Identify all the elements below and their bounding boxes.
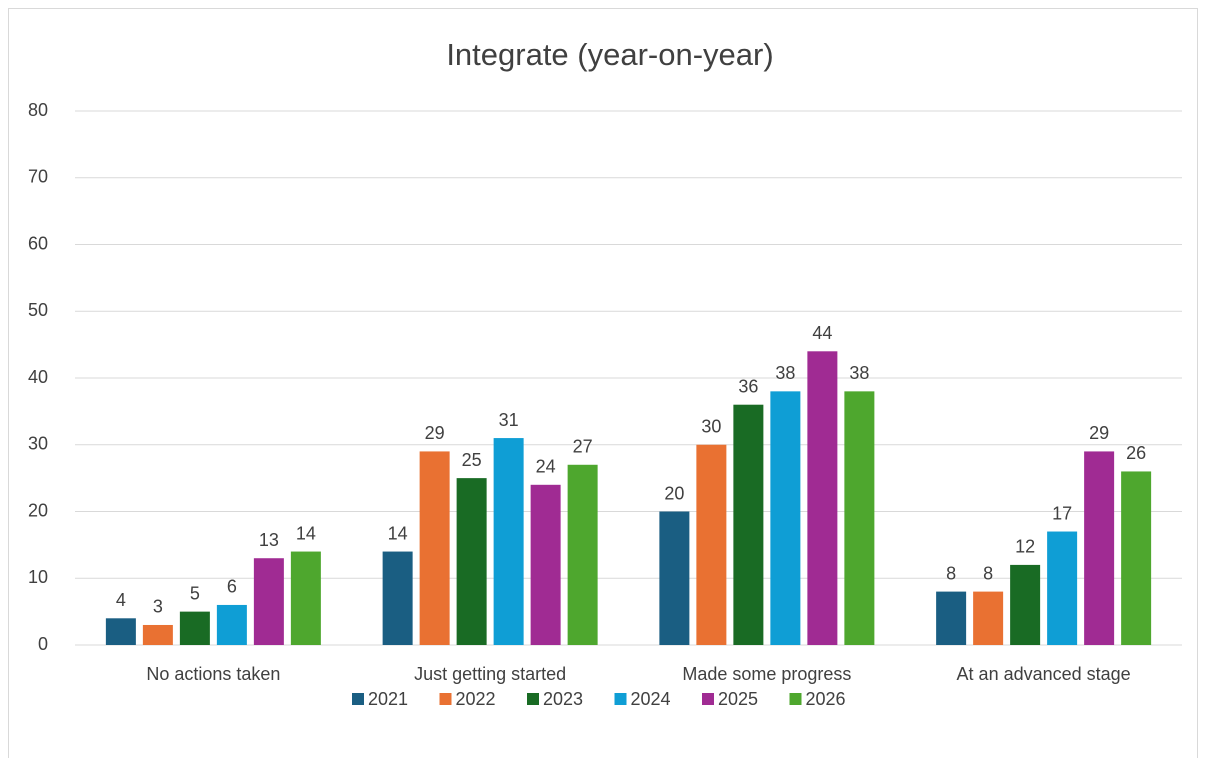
x-tick-label: At an advanced stage: [957, 664, 1131, 684]
y-tick-label: 20: [28, 500, 48, 520]
legend-label: 2026: [806, 689, 846, 709]
bar: [844, 391, 875, 645]
y-tick-label: 60: [28, 233, 48, 253]
legend-label: 2024: [631, 689, 671, 709]
bar: [936, 591, 967, 645]
legend-label: 2025: [718, 689, 758, 709]
legend-swatch: [789, 693, 802, 705]
x-tick-label: Made some progress: [682, 664, 851, 684]
data-label: 31: [499, 410, 519, 430]
data-label: 29: [425, 423, 445, 443]
data-label: 12: [1015, 537, 1035, 557]
bar: [253, 558, 284, 645]
data-label: 8: [946, 563, 956, 583]
legend-swatch: [702, 693, 714, 705]
y-tick-label: 80: [28, 100, 48, 120]
chart-title: Integrate (year-on-year): [446, 37, 773, 72]
bar: [1084, 451, 1115, 645]
bar: [142, 624, 173, 645]
data-label: 25: [462, 450, 482, 470]
bar: [1121, 471, 1152, 645]
data-label: 30: [701, 417, 721, 437]
y-tick-label: 10: [28, 567, 48, 587]
bar: [733, 404, 764, 645]
bar: [105, 618, 136, 645]
y-tick-label: 50: [28, 300, 48, 320]
bar: [382, 551, 413, 645]
y-tick-label: 70: [28, 167, 48, 187]
data-label: 17: [1052, 503, 1072, 523]
data-label: 13: [259, 530, 279, 550]
bar: [770, 391, 801, 645]
data-label: 6: [227, 577, 237, 597]
data-label: 4: [116, 590, 126, 610]
data-label: 14: [296, 523, 316, 543]
bar: [179, 611, 210, 645]
bar: [456, 478, 487, 645]
data-label: 27: [573, 437, 593, 457]
bar: [659, 511, 690, 645]
data-label: 38: [775, 363, 795, 383]
legend-swatch: [527, 693, 539, 705]
bar: [419, 451, 450, 645]
data-label: 38: [849, 363, 869, 383]
data-label: 3: [153, 597, 163, 617]
bar: [567, 464, 598, 645]
y-tick-label: 30: [28, 434, 48, 454]
data-label: 44: [812, 323, 832, 343]
bar: [973, 591, 1004, 645]
chart-border: [8, 8, 1198, 758]
bar: [493, 438, 524, 645]
legend-swatch: [614, 693, 627, 705]
x-tick-label: No actions taken: [146, 664, 280, 684]
legend-swatch: [352, 693, 364, 705]
bar: [530, 484, 561, 645]
data-label: 26: [1126, 443, 1146, 463]
bar: [290, 551, 321, 645]
data-label: 5: [190, 583, 200, 603]
legend-label: 2022: [456, 689, 496, 709]
legend-swatch: [439, 693, 452, 705]
y-tick-label: 0: [38, 634, 48, 654]
x-tick-label: Just getting started: [414, 664, 566, 684]
data-label: 20: [664, 483, 684, 503]
bar: [216, 604, 247, 645]
data-label: 8: [983, 563, 993, 583]
bar: [807, 351, 838, 645]
data-label: 14: [388, 523, 408, 543]
bar: [1047, 531, 1078, 645]
legend-label: 2023: [543, 689, 583, 709]
legend-label: 2021: [368, 689, 408, 709]
bar: [1010, 564, 1041, 645]
data-label: 29: [1089, 423, 1109, 443]
y-tick-label: 40: [28, 367, 48, 387]
data-label: 24: [536, 457, 556, 477]
data-label: 36: [738, 376, 758, 396]
bar: [696, 444, 727, 645]
